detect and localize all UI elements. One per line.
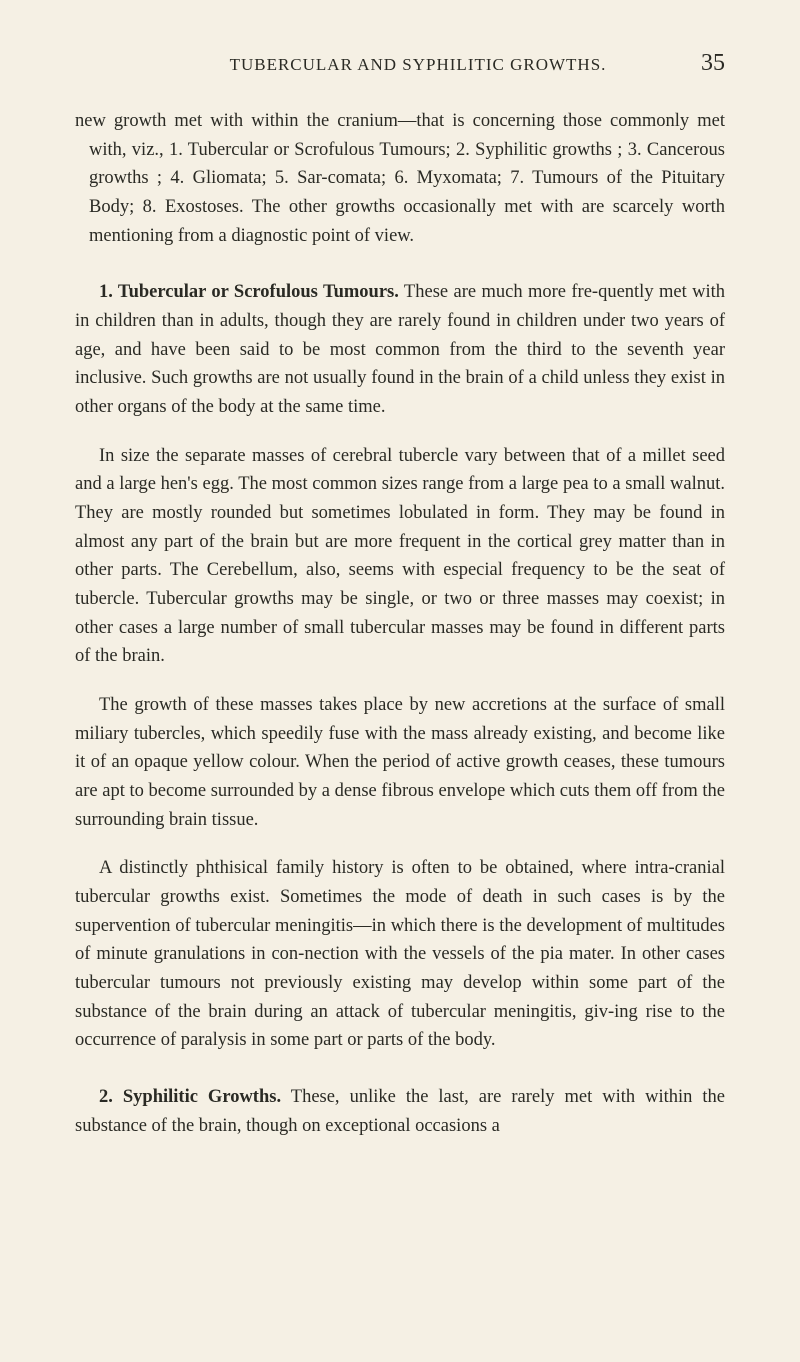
- paragraph-size: In size the separate masses of cerebral …: [75, 442, 725, 671]
- section-1-text: These are much more fre-quently met with…: [75, 282, 725, 417]
- paragraph-growth: The growth of these masses takes place b…: [75, 691, 725, 834]
- section-1-heading: 1. Tubercular or Scrofulous Tumours.: [99, 282, 399, 302]
- section-2-heading: 2. Syphilitic Growths.: [99, 1087, 281, 1107]
- page-number: 35: [701, 50, 725, 77]
- running-header: TUBERCULAR AND SYPHILITIC GROWTHS.: [75, 55, 701, 75]
- paragraph-section-1: 1. Tubercular or Scrofulous Tumours. The…: [75, 278, 725, 421]
- paragraph-intro: new growth met with within the cranium—t…: [75, 107, 725, 250]
- page-header: TUBERCULAR AND SYPHILITIC GROWTHS. 35: [75, 50, 725, 77]
- paragraph-history: A distinctly phthisical family history i…: [75, 854, 725, 1055]
- paragraph-section-2: 2. Syphilitic Growths. These, unlike the…: [75, 1083, 725, 1140]
